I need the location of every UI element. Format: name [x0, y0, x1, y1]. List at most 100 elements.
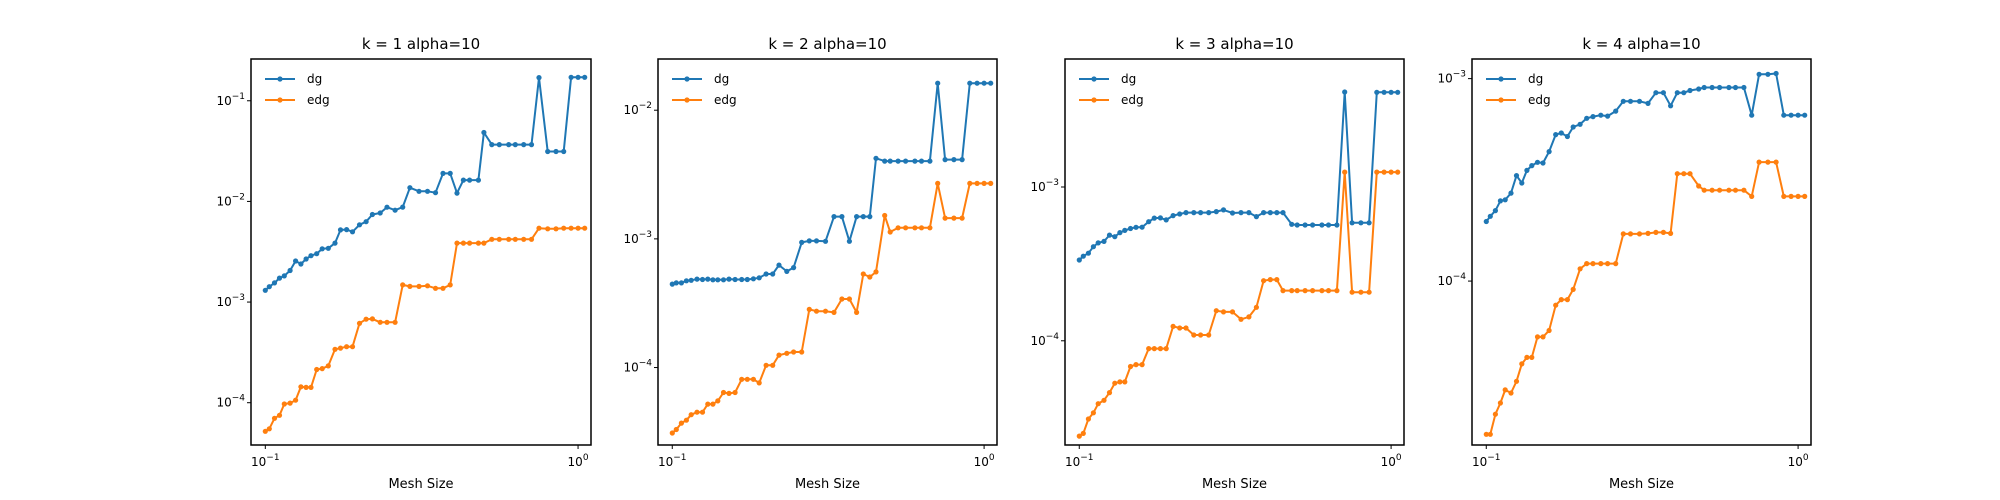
y-tick-label: 10−4 [216, 394, 245, 410]
data-point-edg [460, 240, 466, 246]
data-point-edg [281, 401, 287, 407]
data-point-edg [839, 296, 845, 302]
data-point-edg [1177, 325, 1183, 331]
x-tick-label-exponent: −1 [266, 453, 279, 463]
data-point-edg [1802, 193, 1808, 199]
data-point-dg [1274, 210, 1280, 216]
data-point-dg [1534, 159, 1541, 165]
data-point-edg [1310, 288, 1316, 294]
legend-label-edg: edg [1121, 93, 1144, 107]
data-point-edg [332, 346, 338, 352]
data-point-edg [912, 225, 918, 231]
data-point-edg [694, 409, 700, 415]
x-tick-label-base: 10 [1065, 455, 1080, 469]
data-point-edg [1627, 231, 1634, 237]
series-dg [1076, 89, 1401, 263]
data-point-edg [699, 409, 706, 415]
data-point-dg [1513, 173, 1520, 179]
data-point-dg [1741, 84, 1747, 91]
series-line-edg [1486, 161, 1805, 436]
data-point-dg [447, 170, 453, 176]
chart-title: k = 3 alpha=10 [1175, 35, 1293, 53]
data-point-edg [1151, 346, 1157, 352]
data-point-edg [1513, 378, 1520, 384]
data-point-edg [1773, 159, 1779, 165]
data-point-edg [287, 400, 293, 406]
series-edg [1483, 159, 1808, 437]
legend-label-dg: dg [1528, 72, 1543, 86]
x-tick-label-exponent: 0 [1803, 453, 1809, 463]
data-point-edg [763, 362, 769, 368]
data-point-dg [1238, 210, 1244, 216]
legend: dg edg [1079, 72, 1144, 107]
data-point-edg [1483, 431, 1489, 437]
y-tick-label-exponent: −1 [232, 92, 245, 102]
x-tick-label: 10−1 [1065, 453, 1094, 469]
data-point-dg [1342, 89, 1348, 95]
data-point-dg [528, 142, 535, 148]
data-point-dg [1133, 224, 1139, 230]
data-point-edg [770, 362, 776, 368]
series-edg [262, 225, 588, 434]
data-point-edg [1620, 231, 1626, 237]
data-point-edg [1564, 297, 1570, 303]
data-point-edg [732, 389, 738, 396]
data-point-edg [1366, 289, 1372, 295]
data-point-edg [314, 366, 320, 373]
data-point-edg [1492, 411, 1498, 417]
data-point-edg [1342, 169, 1348, 175]
data-point-edg [1122, 379, 1128, 385]
data-point-edg [1497, 400, 1503, 406]
data-point-dg [1681, 90, 1687, 96]
data-point-edg [776, 352, 782, 358]
data-point-edg [1157, 346, 1163, 352]
data-point-edg [407, 283, 413, 289]
data-point-dg [1139, 224, 1145, 230]
data-point-edg [1289, 288, 1295, 294]
data-point-dg [1709, 84, 1715, 91]
data-point-dg [694, 276, 700, 282]
data-point-edg [568, 225, 574, 231]
data-point-dg [1112, 234, 1118, 240]
data-point-dg [1122, 227, 1128, 233]
data-point-edg [935, 180, 941, 186]
data-point-dg [1773, 70, 1779, 77]
data-point-dg [1294, 222, 1300, 228]
data-point-edg [1085, 416, 1091, 422]
data-point-dg [1213, 209, 1219, 215]
axes-frame [250, 58, 592, 446]
data-point-dg [467, 177, 473, 183]
data-point-edg [1687, 171, 1693, 177]
legend-label-edg: edg [714, 93, 737, 107]
data-point-dg [1095, 240, 1101, 246]
data-point-dg [1319, 222, 1325, 228]
data-point-dg [363, 219, 369, 225]
data-point-edg [1253, 304, 1259, 310]
data-point-edg [1756, 159, 1762, 165]
data-point-dg [1756, 71, 1762, 77]
series-dg [669, 80, 994, 287]
data-point-dg [1183, 210, 1189, 216]
data-point-dg [763, 271, 769, 277]
data-point-dg [454, 190, 460, 196]
data-point-edg [967, 180, 973, 186]
data-point-edg [1709, 187, 1715, 193]
data-point-dg [536, 75, 542, 81]
data-point-dg [1519, 180, 1525, 186]
data-point-dg [967, 80, 973, 86]
y-tick-label-base: 10 [1030, 334, 1045, 348]
data-point-dg [1645, 100, 1651, 106]
data-point-dg [1163, 217, 1169, 223]
data-point-edg [553, 226, 559, 232]
x-tick-label-base: 10 [1381, 455, 1396, 469]
data-point-edg [1577, 266, 1583, 272]
data-point-dg [1349, 220, 1355, 226]
data-point-dg [1598, 112, 1604, 118]
data-point-dg [887, 158, 893, 164]
data-point-dg [416, 188, 422, 194]
data-point-dg [1529, 163, 1535, 169]
data-point-edg [1229, 309, 1236, 315]
data-point-dg [384, 204, 390, 210]
data-point-edg [791, 349, 797, 355]
